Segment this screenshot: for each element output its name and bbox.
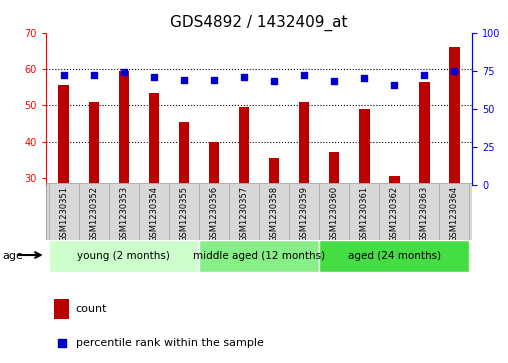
Bar [46, 183, 472, 240]
Text: GSM1230356: GSM1230356 [209, 186, 218, 242]
Point [59, 73, 68, 78]
Text: GSM1230359: GSM1230359 [300, 186, 309, 242]
Bar [79, 183, 109, 240]
Point [451, 68, 459, 74]
Text: GSM1230355: GSM1230355 [179, 186, 188, 242]
Point [180, 77, 188, 83]
Text: GSM1230351: GSM1230351 [59, 186, 68, 242]
Bar [199, 183, 229, 240]
Bar [139, 183, 169, 240]
Bar [319, 240, 469, 272]
Bar [209, 142, 219, 185]
Point [90, 73, 98, 78]
Text: GSM1230360: GSM1230360 [330, 186, 339, 242]
Text: GSM1230352: GSM1230352 [89, 186, 99, 242]
Bar [49, 183, 79, 240]
Point [120, 69, 128, 75]
Bar [269, 158, 279, 185]
Text: GSM1230363: GSM1230363 [420, 186, 429, 242]
Text: percentile rank within the sample: percentile rank within the sample [76, 338, 264, 348]
Point [330, 78, 338, 84]
Text: GSM1230357: GSM1230357 [240, 186, 248, 242]
Text: GSM1230362: GSM1230362 [390, 186, 399, 242]
Text: middle aged (12 months): middle aged (12 months) [193, 251, 325, 261]
Bar [449, 47, 460, 185]
Bar [389, 176, 400, 185]
Bar [199, 240, 319, 272]
Bar [88, 102, 99, 185]
Bar [319, 183, 349, 240]
Bar [49, 240, 199, 272]
Text: age: age [3, 251, 23, 261]
Point [58, 340, 66, 346]
Bar [349, 183, 379, 240]
Text: GDS4892 / 1432409_at: GDS4892 / 1432409_at [170, 15, 348, 31]
Point [210, 77, 218, 83]
Bar [439, 183, 469, 240]
Bar [259, 183, 289, 240]
Point [270, 78, 278, 84]
Bar [379, 183, 409, 240]
Bar [54, 299, 69, 319]
Point [390, 82, 398, 87]
Bar [109, 183, 139, 240]
Bar [149, 93, 159, 185]
Bar [329, 152, 339, 185]
Bar [289, 183, 319, 240]
Bar [58, 85, 69, 185]
Point [360, 76, 368, 81]
Bar [359, 109, 369, 185]
Bar [118, 71, 129, 185]
Bar [169, 183, 199, 240]
Point [150, 74, 158, 80]
Point [420, 73, 428, 78]
Text: young (2 months): young (2 months) [77, 251, 170, 261]
Bar [239, 107, 249, 185]
Text: count: count [76, 304, 107, 314]
Bar [229, 183, 259, 240]
Text: GSM1230358: GSM1230358 [270, 186, 278, 242]
Text: GSM1230353: GSM1230353 [119, 186, 129, 242]
Text: GSM1230354: GSM1230354 [149, 186, 158, 242]
Bar [409, 183, 439, 240]
Bar [179, 122, 189, 185]
Point [240, 74, 248, 80]
Text: GSM1230361: GSM1230361 [360, 186, 369, 242]
Text: aged (24 months): aged (24 months) [348, 251, 441, 261]
Point [300, 73, 308, 78]
Bar [419, 82, 430, 185]
Text: GSM1230364: GSM1230364 [450, 186, 459, 242]
Bar [299, 102, 309, 185]
